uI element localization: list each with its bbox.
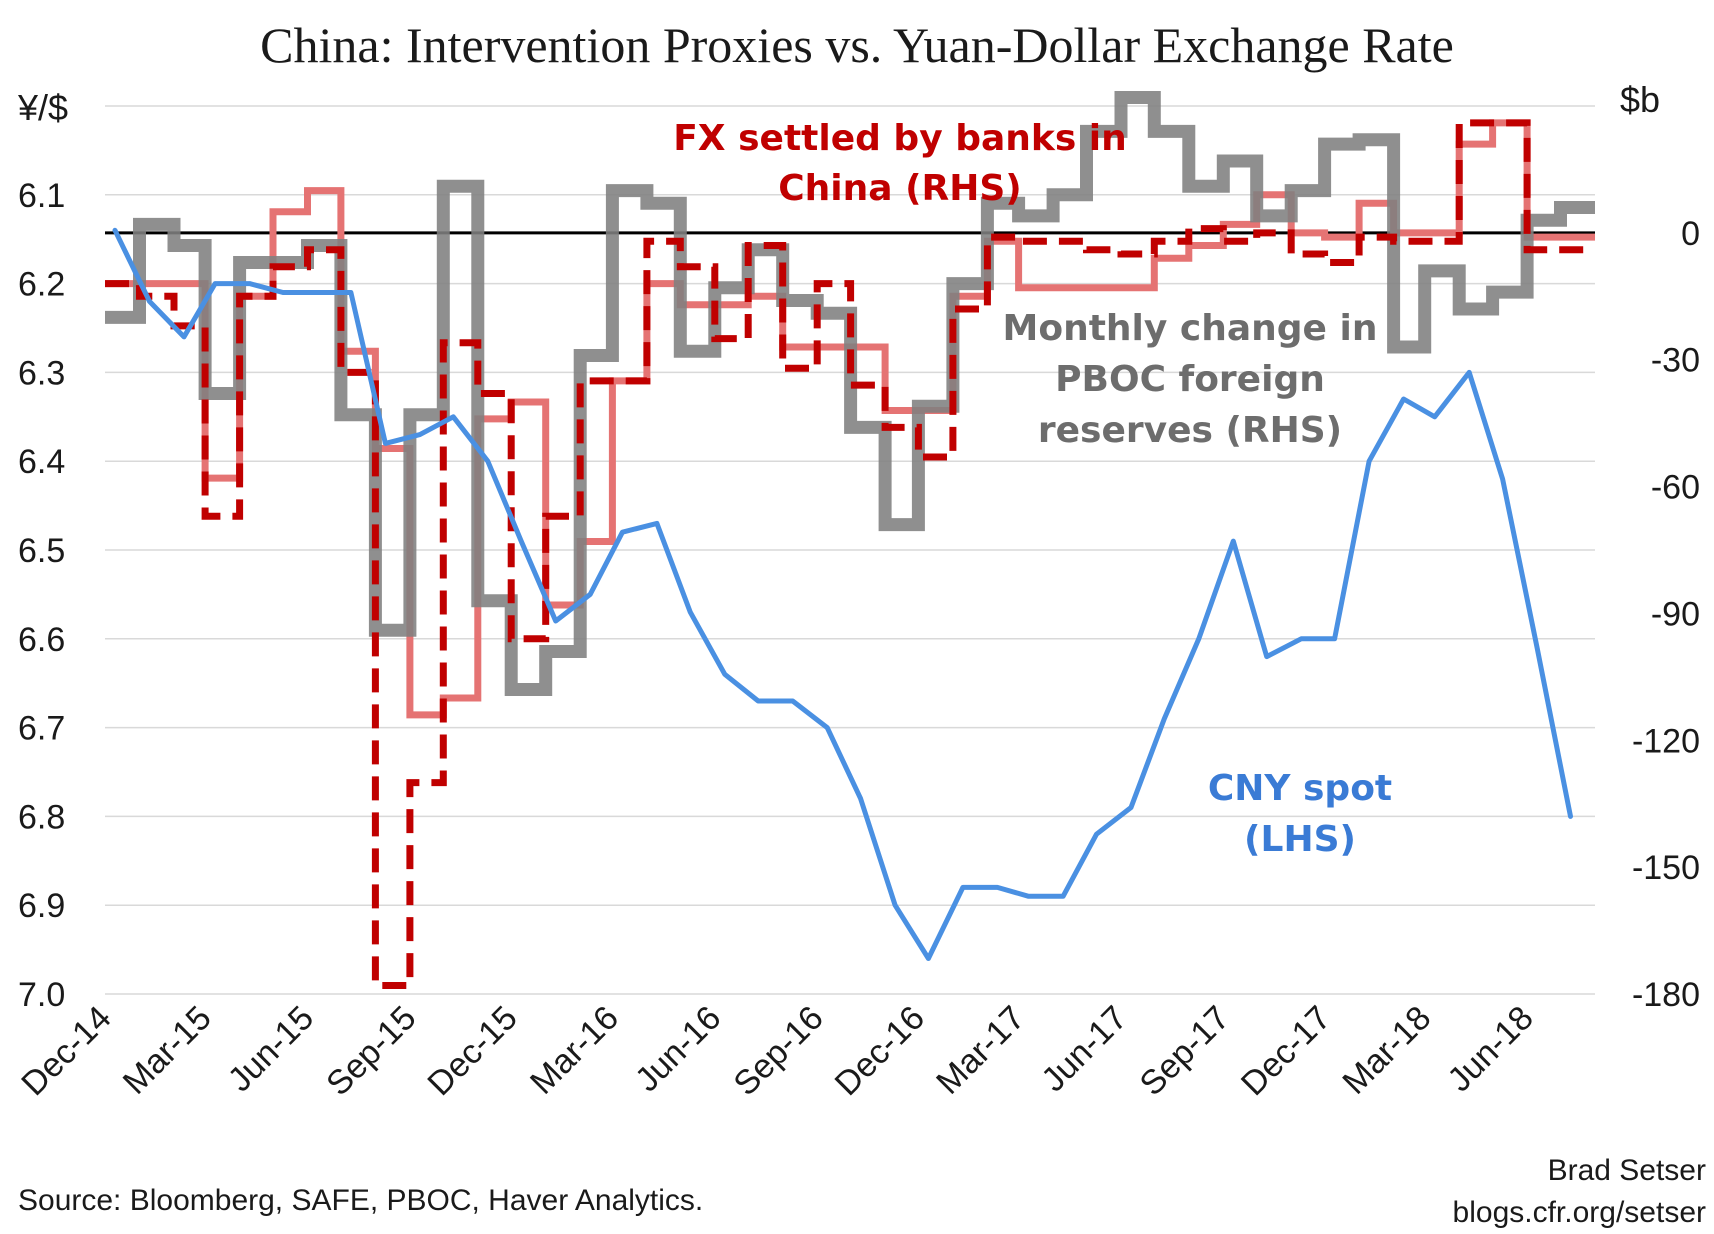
left-axis-ticks: 6.1 6.2 6.3 6.4 6.5 6.6 6.7 6.8 6.9 7.0 (18, 177, 65, 1014)
left-tick-label: 6.8 (18, 798, 65, 836)
annotation-reserves: Monthly change in PBOC foreign reserves … (1003, 308, 1378, 451)
footer-source: Source: Bloomberg, SAFE, PBOC, Haver Ana… (18, 1184, 703, 1217)
gridlines (105, 105, 1595, 995)
x-tick-label: Dec-16 (828, 999, 932, 1103)
series-pboc-reserves (105, 91, 1595, 696)
left-tick-label: 6.7 (18, 710, 65, 748)
left-tick-label: 6.1 (18, 177, 65, 215)
left-tick-label: 6.2 (18, 266, 65, 304)
series-lines (105, 91, 1595, 989)
x-tick-label: Jun-16 (628, 999, 728, 1099)
x-tick-label: Dec-14 (14, 999, 118, 1103)
x-tick-label: Sep-17 (1133, 999, 1237, 1103)
right-tick-label: -60 (1651, 469, 1700, 507)
left-tick-label: 6.5 (18, 532, 65, 570)
footer-author: Brad Setser (1548, 1154, 1706, 1187)
x-tick-label: Jun-17 (1034, 999, 1134, 1099)
right-tick-label: -120 (1632, 722, 1700, 760)
x-tick-label: Dec-17 (1234, 999, 1338, 1103)
annotation-reserves-line2: PBOC foreign (1055, 359, 1325, 400)
footer-url: blogs.cfr.org/setser (1453, 1196, 1706, 1229)
right-tick-label: -180 (1632, 976, 1700, 1014)
right-axis-unit: $b (1620, 79, 1660, 120)
x-tick-label: Jun-18 (1440, 999, 1540, 1099)
x-tick-label: Sep-15 (319, 999, 423, 1103)
x-tick-label: Mar-17 (929, 999, 1032, 1102)
x-tick-label: Sep-16 (726, 999, 830, 1103)
right-tick-label: 0 (1681, 215, 1700, 253)
annotation-cny: CNY spot (LHS) (1208, 768, 1392, 860)
x-tick-label: Mar-18 (1335, 999, 1438, 1102)
series-cny-spot (112, 227, 1573, 961)
series-fx-banks (105, 119, 1595, 989)
annotation-reserves-line1: Monthly change in (1003, 308, 1378, 349)
annotation-fx-banks: FX settled by banks in China (RHS) (673, 118, 1127, 209)
x-tick-label: Dec-15 (420, 999, 524, 1103)
annotation-cny-line2: (LHS) (1244, 819, 1356, 860)
left-tick-label: 7.0 (18, 976, 65, 1014)
right-tick-label: -30 (1651, 342, 1700, 380)
right-tick-label: -150 (1632, 849, 1700, 887)
x-tick-label: Mar-16 (523, 999, 626, 1102)
annotation-fx-banks-line1: FX settled by banks in (673, 118, 1127, 159)
left-tick-label: 6.4 (18, 443, 65, 481)
x-tick-label: Mar-15 (116, 999, 219, 1102)
x-tick-label: Jun-15 (221, 999, 321, 1099)
chart-title: China: Intervention Proxies vs. Yuan-Dol… (260, 17, 1454, 73)
right-axis-ticks: 0 -30 -60 -90 -120 -150 -180 (1632, 215, 1700, 1014)
annotation-reserves-line3: reserves (RHS) (1038, 410, 1342, 451)
left-tick-label: 6.3 (18, 354, 65, 392)
right-tick-label: -90 (1651, 595, 1700, 633)
annotation-cny-line1: CNY spot (1208, 768, 1392, 809)
left-tick-label: 6.9 (18, 887, 65, 925)
left-axis-unit: ¥/$ (17, 87, 68, 128)
annotation-fx-banks-line2: China (RHS) (778, 168, 1022, 209)
left-tick-label: 6.6 (18, 621, 65, 659)
